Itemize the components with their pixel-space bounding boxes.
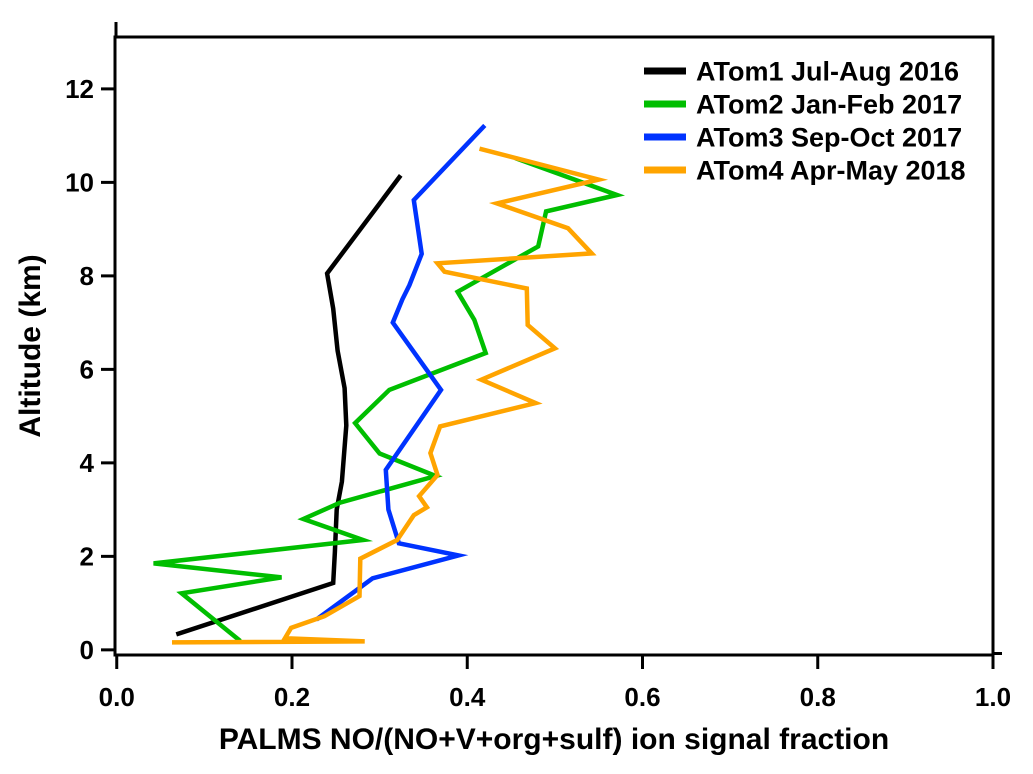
x-tick-label: 0.4 [449, 682, 486, 712]
plot-frame [113, 35, 995, 657]
y-tick-label: 6 [80, 354, 94, 384]
y-tick-label: 10 [65, 167, 94, 197]
legend-label-3: ATom3 Sep-Oct 2017 [696, 123, 962, 153]
x-tick-label: 0.0 [99, 682, 135, 712]
legend-label-2: ATom2 Jan-Feb 2017 [696, 90, 962, 120]
axes-group: 0.0 0.2 0.4 0.6 0.8 1.0 0 2 4 6 8 10 12 [65, 22, 1011, 712]
y-tick-label: 2 [80, 541, 94, 571]
y-tick-label: 4 [80, 448, 95, 478]
y-tick-label: 8 [80, 261, 94, 291]
series-line-4 [171, 146, 609, 645]
titles-group: PALMS NO/(NO+V+org+sulf) ion signal frac… [14, 254, 889, 756]
x-tick-label: 0.2 [274, 682, 310, 712]
y-tick-label: 0 [80, 635, 94, 665]
series-line-2 [153, 155, 626, 643]
y-tick-label: 12 [65, 74, 94, 104]
series-line-3 [315, 123, 487, 622]
legend-label-1: ATom1 Jul-Aug 2016 [696, 57, 959, 87]
x-tick-label: 0.8 [800, 682, 836, 712]
series-line-1 [175, 174, 403, 637]
x-axis-title: PALMS NO/(NO+V+org+sulf) ion signal frac… [219, 723, 889, 756]
legend-label-4: ATom4 Apr-May 2018 [696, 156, 966, 186]
x-tick-label: 1.0 [975, 682, 1011, 712]
x-tick-label: 0.6 [624, 682, 660, 712]
series-group [153, 123, 626, 645]
y-axis-title: Altitude (km) [14, 254, 47, 437]
